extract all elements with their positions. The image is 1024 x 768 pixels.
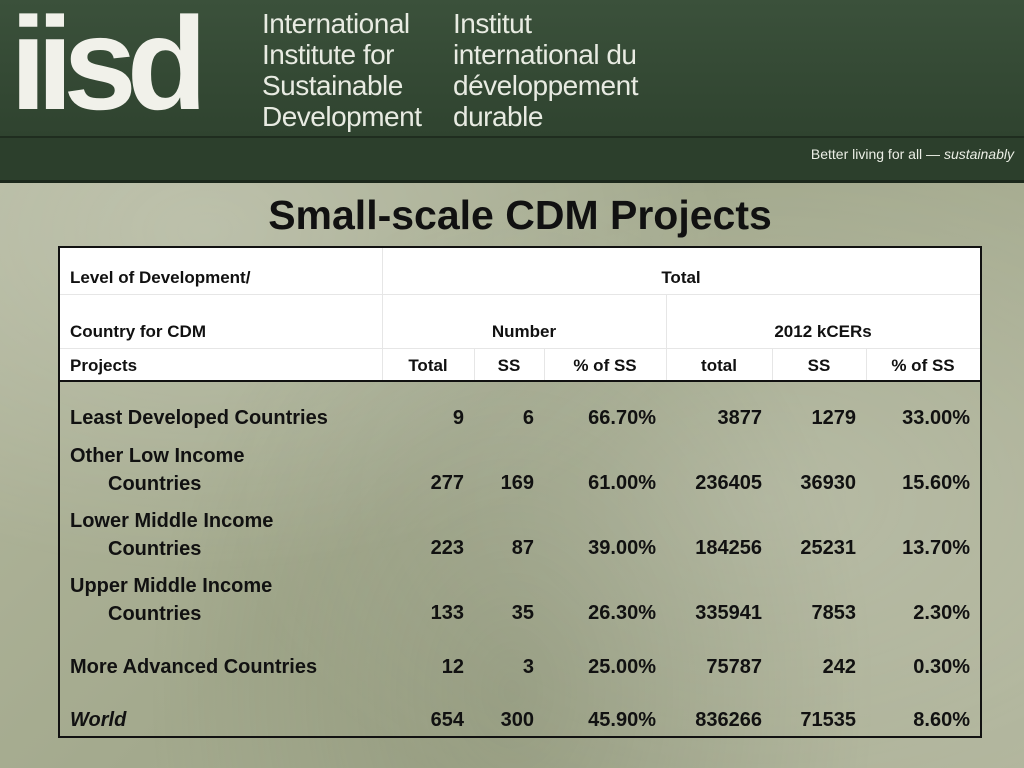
- cell-pct-ss: 39.00%: [588, 537, 656, 559]
- cell-total: 277: [430, 472, 464, 494]
- cell-kcers-total: 3877: [717, 407, 763, 429]
- cell-kcers-ss: 71535: [800, 709, 856, 731]
- header-bottom-band: [0, 138, 1024, 183]
- row-label: Other Low Income Countries: [70, 445, 245, 495]
- cell-kcers-pct-ss: 33.00%: [902, 407, 970, 429]
- cell-kcers-total: 836266: [695, 709, 762, 731]
- divider: [60, 348, 980, 349]
- cell-kcers-pct-ss: 0.30%: [913, 656, 970, 678]
- divider: [60, 294, 980, 295]
- cell-total: 12: [441, 656, 464, 678]
- cell-total: 9: [452, 407, 464, 429]
- slide-title: Small-scale CDM Projects: [268, 192, 772, 238]
- cell-pct-ss: 61.00%: [588, 472, 656, 494]
- cell-kcers-total: 184256: [695, 537, 762, 559]
- cell-pct-ss: 45.90%: [588, 709, 656, 731]
- cell-kcers-ss: 25231: [800, 537, 856, 559]
- cell-kcers-ss: 1279: [811, 407, 857, 429]
- cell-total: 223: [430, 537, 464, 559]
- cell-pct-ss: 26.30%: [588, 602, 656, 624]
- row-label: Upper Middle Income Countries: [70, 575, 273, 625]
- table-header: Level of Development/ Country for CDM Pr…: [60, 248, 980, 382]
- cell-total: 654: [430, 709, 464, 731]
- cell-kcers-pct-ss: 8.60%: [913, 709, 970, 731]
- cell-total: 133: [430, 602, 464, 624]
- divider: [772, 348, 773, 380]
- divider: [544, 348, 545, 380]
- cdm-table: Level of Development/ Country for CDM Pr…: [58, 246, 982, 738]
- tagline: Better living for all — sustainably: [810, 146, 1014, 162]
- header-col-total: Total: [408, 356, 448, 375]
- header-level-of-development: Level of Development/: [70, 268, 251, 287]
- header-projects: Projects: [70, 356, 138, 375]
- cell-kcers-pct-ss: 13.70%: [902, 537, 970, 559]
- cell-kcers-ss: 242: [822, 656, 856, 678]
- cell-ss: 87: [511, 537, 534, 559]
- cell-pct-ss: 66.70%: [588, 407, 656, 429]
- cell-kcers-pct-ss: 2.30%: [913, 602, 970, 624]
- header-col-ss: SS: [497, 356, 521, 375]
- divider: [382, 248, 383, 380]
- iisd-logo: iisd: [10, 0, 207, 137]
- header-banner: iisd International Institute for Sustain…: [0, 0, 1024, 183]
- row-label: Least Developed Countries: [70, 407, 328, 429]
- header-col-kcers-total: total: [701, 356, 737, 375]
- cell-ss: 6: [522, 407, 534, 429]
- divider: [474, 348, 475, 380]
- cell-kcers-total: 335941: [695, 602, 762, 624]
- row-label: More Advanced Countries: [70, 656, 318, 678]
- row-label: Lower Middle Income Countries: [70, 510, 274, 560]
- cell-ss: 169: [500, 472, 534, 494]
- header-col-pct-ss: % of SS: [573, 356, 637, 375]
- header-col-kcers-ss: SS: [807, 356, 831, 375]
- cell-ss: 3: [522, 656, 534, 678]
- cell-kcers-ss: 7853: [811, 602, 857, 624]
- header-total-group: Total: [661, 268, 701, 287]
- cell-kcers-pct-ss: 15.60%: [902, 472, 970, 494]
- row-label: World: [70, 709, 127, 731]
- header-country-for-cdm: Country for CDM: [70, 322, 206, 341]
- header-kcers-group: 2012 kCERs: [774, 322, 872, 341]
- org-name-french: Institut international du développement …: [453, 8, 638, 132]
- divider: [666, 294, 667, 380]
- divider: [866, 348, 867, 380]
- org-name-english: International Institute for Sustainable …: [262, 8, 422, 132]
- cell-pct-ss: 25.00%: [588, 656, 656, 678]
- cell-ss: 300: [500, 709, 534, 731]
- cell-kcers-ss: 36930: [800, 472, 856, 494]
- header-top-band: iisd International Institute for Sustain…: [0, 0, 1024, 138]
- cell-kcers-total: 75787: [706, 656, 762, 678]
- header-number-group: Number: [491, 322, 557, 341]
- cell-ss: 35: [511, 602, 534, 624]
- header-col-kcers-pct-ss: % of SS: [891, 356, 955, 375]
- cell-kcers-total: 236405: [695, 472, 762, 494]
